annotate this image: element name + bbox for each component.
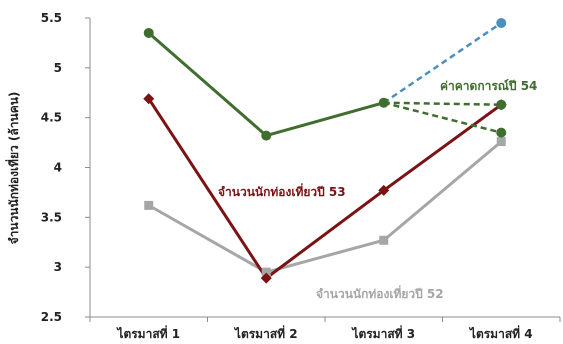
- forecast-layer: [383, 21, 502, 134]
- forecast-branch-2-point: [496, 127, 507, 138]
- x-tick-label: ไตรมาสที่ 2: [233, 325, 298, 341]
- x-axis-ticks: ไตรมาสที่ 1 ไตรมาสที่ 2 ไตรมาสที่ 3 ไตรมาสท…: [89, 317, 561, 341]
- series-1-point: [378, 184, 390, 196]
- y-axis-ticks: 2.5 3 3.5 4 4.5 5 5.5: [41, 11, 90, 324]
- series-layer: [147, 31, 503, 280]
- chart-frame: [89, 18, 560, 318]
- series-0-point: [261, 267, 271, 277]
- y-tick-label: 4.5: [41, 111, 62, 125]
- series-2-line: [147, 31, 385, 138]
- x-tick-label: ไตรมาสที่ 4: [468, 325, 533, 341]
- markers-layer: [143, 17, 507, 284]
- series-2-point: [378, 97, 389, 108]
- series-0-line: [148, 140, 503, 274]
- y-tick-label: 3: [54, 260, 62, 274]
- series-0-point: [496, 137, 506, 147]
- annotation-forecast-54: ค่าคาดการณ์ปี 54: [440, 79, 537, 93]
- series-1-point: [260, 272, 272, 284]
- series-0-point: [379, 235, 389, 245]
- y-tick-label: 5.5: [41, 11, 62, 25]
- forecast-branch-1-line: [383, 101, 502, 106]
- series-1-line: [147, 97, 503, 280]
- forecast-branch-2-line: [383, 101, 502, 134]
- series-2-point: [261, 130, 272, 141]
- series-0-point: [144, 200, 154, 210]
- annotation-tourists-53: จำนวนนักท่องเที่ยวปี 53: [218, 183, 346, 199]
- y-axis-label: จำนวนนักท่องเที่ยว (ล้านคน): [5, 92, 21, 245]
- y-tick-label: 4: [54, 161, 62, 175]
- x-tick-label: ไตรมาสที่ 1: [115, 325, 180, 341]
- annotation-tourists-52: จำนวนนักท่องเที่ยวปี 52: [316, 285, 444, 301]
- x-tick-label: ไตรมาสที่ 3: [350, 325, 415, 341]
- series-2-point: [143, 27, 154, 38]
- y-tick-label: 3.5: [41, 210, 62, 224]
- y-tick-label: 2.5: [41, 310, 62, 324]
- forecast-branch-1-point: [496, 99, 507, 110]
- forecast-branch-0-point: [496, 17, 507, 28]
- y-tick-label: 5: [54, 61, 62, 75]
- series-1-point: [143, 93, 155, 105]
- forecast-branch-0-line: [383, 21, 502, 104]
